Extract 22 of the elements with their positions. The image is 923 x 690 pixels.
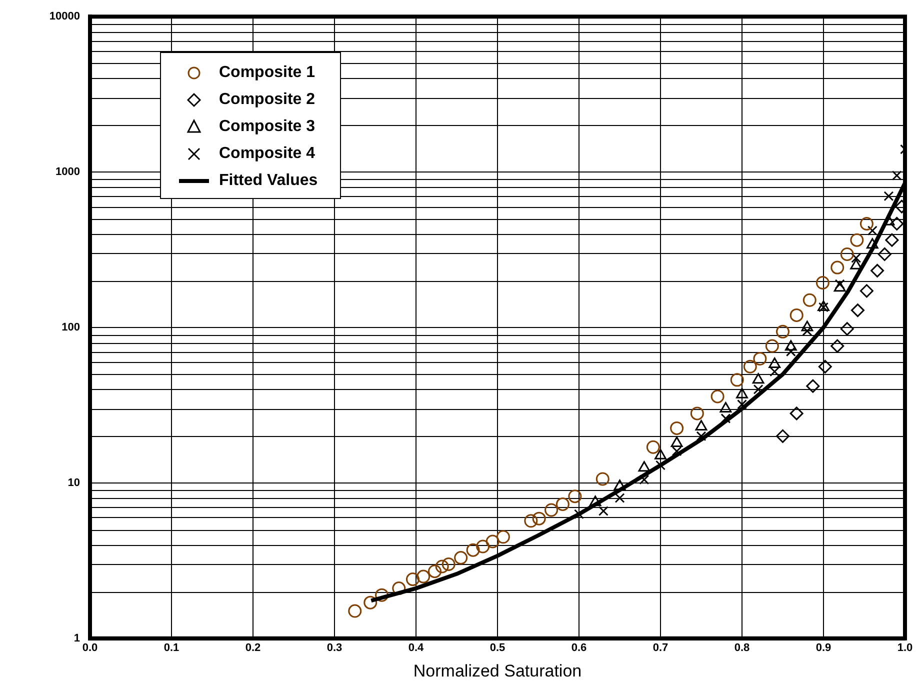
legend-label: Fitted Values	[219, 172, 318, 190]
legend-label: Composite 1	[219, 64, 316, 82]
x-tick-label: 0.9	[816, 642, 832, 654]
y-tick-label: 1	[74, 632, 80, 644]
x-tick-label: 0.7	[652, 642, 668, 654]
x-tick-label: 0.6	[571, 642, 587, 654]
legend-label: Composite 4	[219, 144, 316, 162]
x-tick-label: 0.2	[245, 642, 261, 654]
x-axis-title: Normalized Saturation	[413, 661, 582, 680]
x-tick-label: 1.0	[897, 642, 913, 654]
y-tick-label: 1000	[56, 166, 80, 178]
legend-label: Composite 2	[219, 90, 316, 108]
x-tick-label: 0.5	[490, 642, 506, 654]
x-tick-label: 0.4	[408, 642, 425, 654]
x-tick-label: 0.8	[734, 642, 750, 654]
x-tick-label: 0.1	[164, 642, 180, 654]
x-tick-label: 0.3	[326, 642, 342, 654]
legend-label: Composite 3	[219, 118, 316, 136]
y-tick-label: 10	[68, 476, 80, 489]
x-tick-label: 0.0	[82, 642, 98, 654]
y-tick-label: 10000	[49, 10, 80, 23]
y-tick-label: 100	[62, 322, 80, 334]
